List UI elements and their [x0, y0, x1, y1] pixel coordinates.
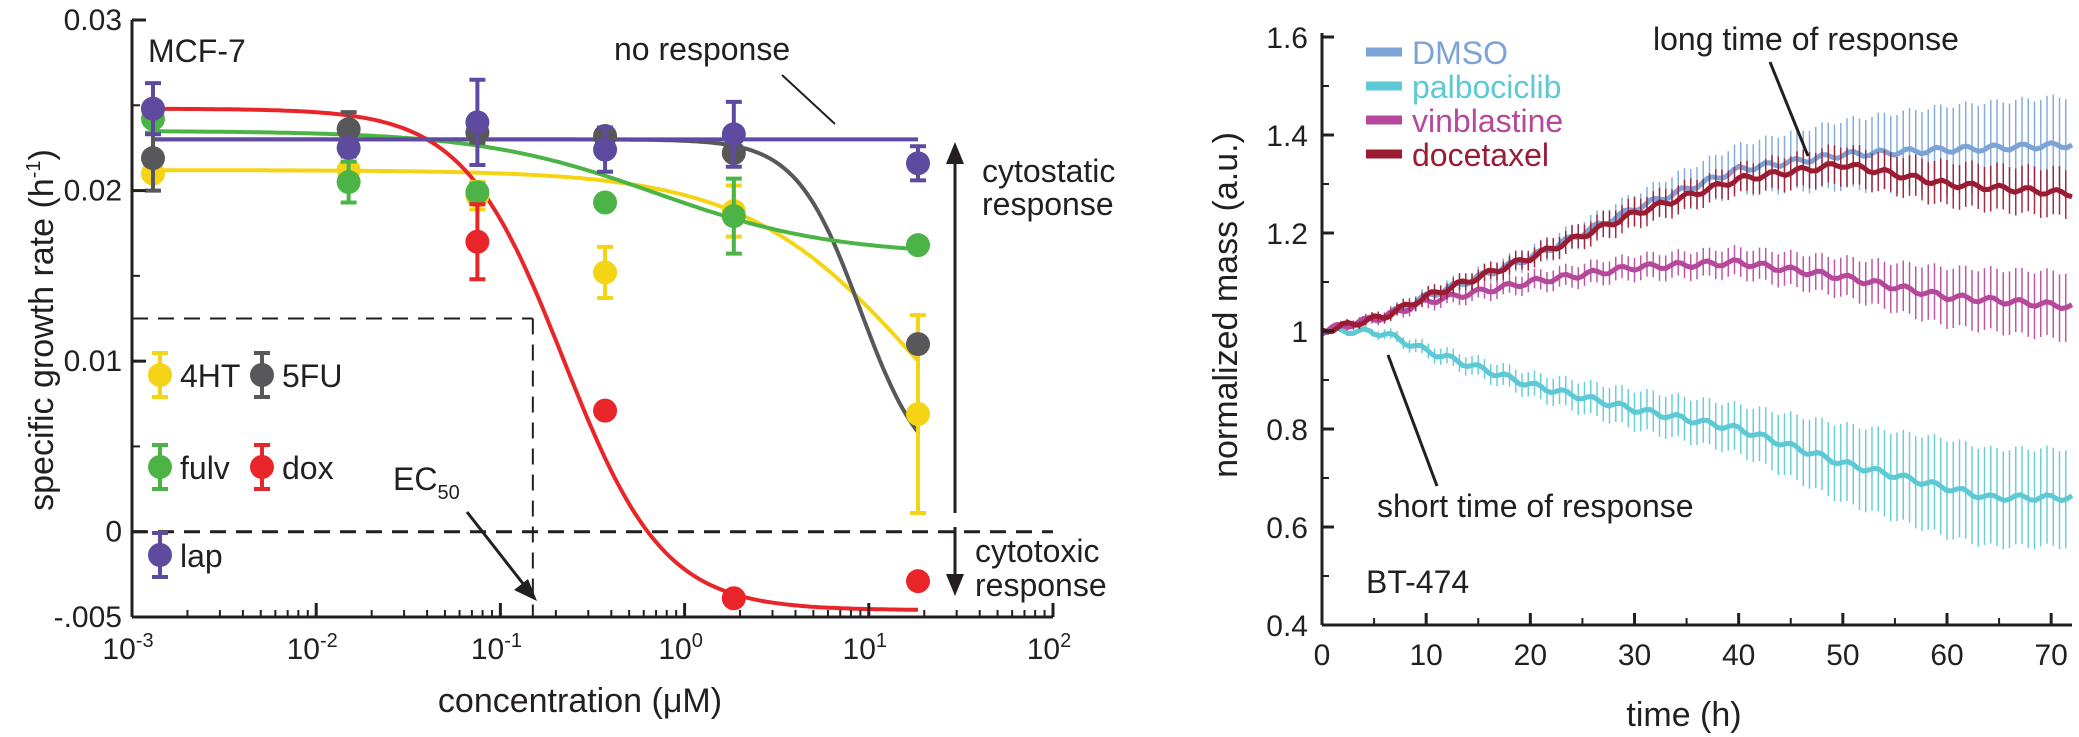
- mass-timecourse-chart: 1.6 1.4 1.2 1 0.8 0.6 0.40 10 20 30 40 50 60 70 DMSOp…: [1207, 21, 2074, 734]
- legend-label-fulv: fulv: [180, 450, 230, 486]
- data-point-5FU: [906, 332, 931, 357]
- cytostatic-label: cytostatic: [982, 153, 1115, 189]
- data-point-lap: [721, 122, 746, 147]
- x-axis-title: time (h): [1626, 696, 1741, 734]
- data-point-lap: [336, 135, 361, 160]
- legend-label-vinblastine: vinblastine: [1412, 103, 1563, 139]
- x-tick-label: 60: [1930, 639, 1963, 672]
- x-tick-label: 0: [1314, 639, 1331, 672]
- x-tick-label: 100: [658, 630, 703, 666]
- fit-curve-5FU: [154, 137, 920, 434]
- legend-marker-lap: [148, 543, 172, 567]
- data-point-fulv: [906, 233, 931, 258]
- series-bands: [1320, 94, 2074, 550]
- ticks: 1.6 1.4 1.2 1 0.8 0.6 0.40 10 20 30 40 50 60 70: [1266, 22, 2068, 672]
- data-point-lap: [140, 96, 165, 121]
- cytostatic-arrow: [946, 142, 964, 513]
- y-tick-label: 1: [1291, 316, 1308, 349]
- y-tick-label: 0.8: [1266, 414, 1308, 447]
- data-point-dox: [906, 569, 931, 594]
- mean-line-docetaxel: [1321, 161, 2073, 335]
- legend-marker-fulv: [148, 455, 172, 479]
- x-tick-label: 101: [843, 630, 888, 666]
- short-response-label: short time of response: [1377, 488, 1694, 524]
- mean-line-palbociclib: [1321, 325, 2074, 504]
- x-tick-label: 50: [1826, 639, 1859, 672]
- cytotoxic-response-label: response: [975, 567, 1107, 603]
- x-tick-label: 102: [1027, 630, 1072, 666]
- y-tick-label: 0.4: [1266, 610, 1308, 643]
- y-tick-label: 1.6: [1266, 22, 1308, 55]
- x-tick-label: 30: [1618, 639, 1651, 672]
- cytotoxic-arrow: [946, 527, 964, 596]
- legend-marker-5FU: [250, 363, 274, 387]
- data-point-4HT: [593, 260, 618, 285]
- legend-label-docetaxel: docetaxel: [1412, 137, 1549, 173]
- long-response-pointer: [1768, 61, 1810, 157]
- no-response-pointer: [781, 74, 836, 125]
- data-point-dox: [721, 586, 746, 611]
- y-tick-label: 1.2: [1266, 218, 1308, 251]
- cytostatic-response-label: response: [982, 186, 1114, 222]
- legend-marker-4HT: [148, 363, 172, 387]
- ec50-guide: [132, 317, 534, 617]
- y-tick-label: 0: [105, 516, 122, 549]
- data-point-fulv: [465, 180, 490, 205]
- y-tick-label: 1.4: [1266, 120, 1308, 153]
- y-tick-label: 0.01: [64, 345, 122, 378]
- cell-line-label: MCF-7: [148, 33, 246, 69]
- long-response-label: long time of response: [1653, 21, 1959, 57]
- data-point-lap: [465, 110, 490, 135]
- data-point-dox: [465, 229, 490, 254]
- legend: 4HT 5FU fulv dox lap: [148, 351, 342, 579]
- y-axis-title: normalized mass (a.u.): [1207, 132, 1245, 478]
- series-palbociclib: [1321, 325, 2074, 550]
- y-axis-title: specific growth rate (h-1): [23, 149, 61, 511]
- legend-label-lap: lap: [180, 538, 223, 574]
- cytotoxic-label: cytotoxic: [975, 533, 1099, 569]
- x-tick-label: 10-1: [471, 630, 522, 666]
- legend-label-5FU: 5FU: [282, 358, 342, 394]
- x-tick-label: 70: [2034, 639, 2067, 672]
- fit-curve-4HT: [154, 168, 920, 363]
- ec50-label: EC50: [393, 461, 460, 504]
- x-tick-label: 10: [1409, 639, 1442, 672]
- short-response-pointer: [1386, 354, 1439, 487]
- y-tick-label: 0.6: [1266, 512, 1308, 545]
- fit-curves: [154, 106, 920, 612]
- no-response-label: no response: [614, 31, 790, 67]
- legend-label-dox: dox: [282, 450, 334, 486]
- fit-curve-dox: [154, 106, 919, 612]
- y-tick-label: -.005: [54, 601, 122, 634]
- data-point-fulv: [593, 190, 618, 215]
- legend-label-palbociclib: palbociclib: [1412, 69, 1561, 105]
- data-point-lap: [906, 151, 931, 176]
- cell-line-label: BT-474: [1366, 564, 1469, 600]
- legend-label-DMSO: DMSO: [1412, 35, 1508, 71]
- data-point-5FU: [140, 146, 165, 171]
- legend-marker-dox: [250, 455, 274, 479]
- series-docetaxel: [1321, 144, 2073, 335]
- x-tick-label: 40: [1722, 639, 1755, 672]
- data-point-fulv: [336, 170, 361, 195]
- x-tick-label: 10-2: [287, 630, 338, 666]
- y-tick-label: 0.03: [64, 4, 122, 37]
- data-point-4HT: [906, 402, 931, 427]
- data-point-lap: [593, 137, 618, 162]
- y-tick-label: 0.02: [64, 175, 122, 208]
- x-tick-label: 10-3: [102, 630, 153, 666]
- x-axis-title: concentration (μM): [438, 682, 722, 720]
- ec50-arrow: [465, 511, 537, 601]
- fit-curve-fulv: [154, 129, 919, 252]
- data-point-dox: [593, 398, 618, 423]
- legend-label-4HT: 4HT: [180, 358, 240, 394]
- data-point-5FU: [336, 117, 361, 142]
- data-point-fulv: [721, 204, 746, 229]
- data-points: [140, 77, 931, 611]
- x-tick-label: 20: [1514, 639, 1547, 672]
